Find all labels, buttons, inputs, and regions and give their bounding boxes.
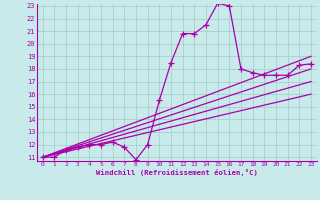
X-axis label: Windchill (Refroidissement éolien,°C): Windchill (Refroidissement éolien,°C) bbox=[96, 169, 258, 176]
